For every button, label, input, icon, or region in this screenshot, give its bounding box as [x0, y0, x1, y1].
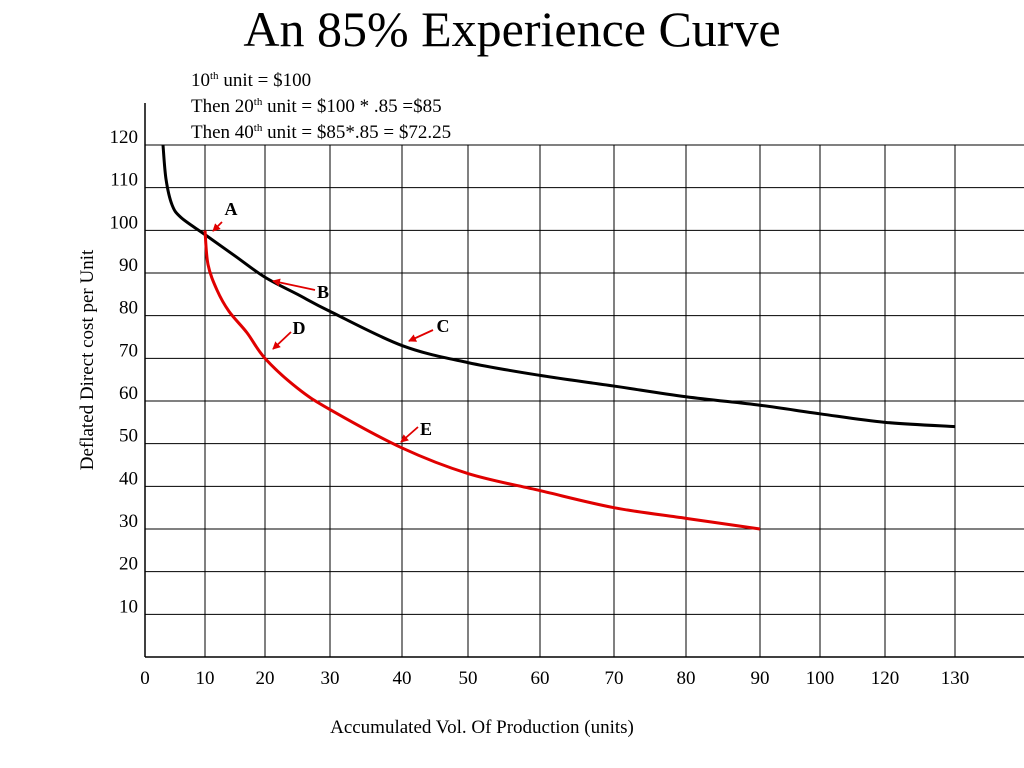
point-label-d: D	[293, 318, 306, 338]
x-tick-label: 50	[459, 668, 478, 689]
annotation-superscript: th	[253, 96, 263, 108]
x-tick-label: 10	[196, 668, 215, 689]
annotation-text: 10	[191, 70, 210, 91]
point-arrow-a	[212, 221, 223, 232]
axes	[144, 103, 1024, 658]
x-tick-label: 40	[393, 668, 412, 689]
series-line-red	[203, 230, 761, 531]
annotation-text: unit = $100 * .85 =$85	[262, 96, 442, 117]
y-tick-label: 80	[119, 298, 138, 319]
y-tick-label: 70	[119, 340, 138, 361]
point-label-c: C	[437, 316, 450, 336]
y-tick-label: 40	[119, 468, 138, 489]
point-arrow-e	[400, 426, 419, 443]
point-arrow-d	[272, 331, 292, 350]
annotation-text: unit = $100	[218, 70, 312, 91]
annotation-text: unit = $85*.85 = $72.25	[262, 122, 452, 143]
x-tick-label: 130	[941, 668, 970, 689]
grid-lines	[145, 144, 1024, 657]
y-axis-title: Deflated Direct cost per Unit	[77, 249, 98, 470]
x-tick-label: 80	[677, 668, 696, 689]
y-tick-label: 30	[119, 511, 138, 532]
point-label-e: E	[420, 419, 432, 439]
y-tick-label: 20	[119, 554, 138, 575]
chart-title: An 85% Experience Curve	[243, 1, 781, 57]
point-label-a: A	[225, 199, 238, 219]
y-tick-label: 60	[119, 383, 138, 404]
x-tick-label: 30	[321, 668, 340, 689]
x-tick-label: 0	[140, 668, 150, 689]
annotation-text: Then 20	[191, 96, 254, 117]
x-axis-title: Accumulated Vol. Of Production (units)	[330, 717, 634, 738]
tick-labels: 0 10 20 30 40 50 60 70 80 90 100 120 130 120 110 100 90 8…	[110, 127, 970, 689]
annotation-text-block: 10th unit = $100 Then 20th unit = $100 * …	[191, 68, 451, 146]
point-label-b: B	[317, 282, 329, 302]
annotation-line: 10th unit = $100	[191, 68, 451, 94]
x-tick-label: 20	[256, 668, 275, 689]
series-lines	[161, 144, 956, 531]
x-tick-label: 100	[806, 668, 835, 689]
x-tick-label: 60	[531, 668, 550, 689]
annotation-superscript: th	[210, 70, 219, 82]
y-tick-label: 110	[110, 170, 138, 191]
y-tick-label: 120	[110, 127, 139, 148]
point-arrow-c	[408, 329, 434, 342]
y-tick-label: 100	[110, 212, 139, 233]
y-tick-label: 50	[119, 426, 138, 447]
y-tick-label: 10	[119, 596, 138, 617]
annotation-text: Then 40	[191, 122, 254, 143]
x-tick-label: 70	[605, 668, 624, 689]
x-tick-label: 90	[751, 668, 770, 689]
annotation-superscript: th	[253, 122, 263, 134]
annotation-line: Then 40th unit = $85*.85 = $72.25	[191, 120, 451, 146]
point-arrow-b	[272, 278, 316, 291]
point-labels: A B C D E	[212, 199, 450, 443]
x-tick-label: 120	[871, 668, 900, 689]
y-tick-label: 90	[119, 255, 138, 276]
annotation-line: Then 20th unit = $100 * .85 =$85	[191, 94, 451, 120]
series-line-black	[161, 144, 956, 429]
